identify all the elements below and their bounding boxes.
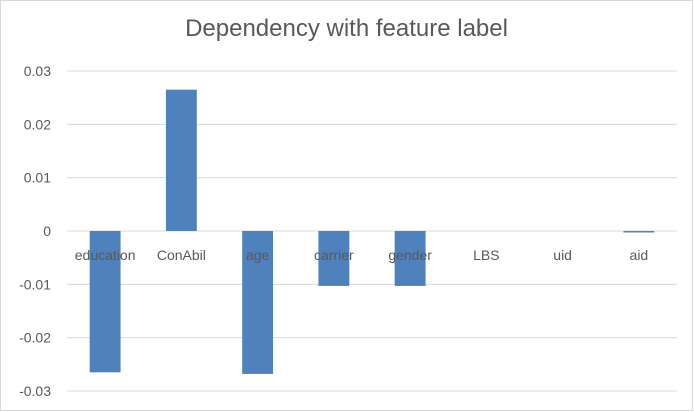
bar-education (89, 231, 121, 373)
x-tick-label: ConAbil (157, 247, 206, 263)
y-tick-label: 0 (43, 223, 51, 239)
bar-age (242, 231, 274, 374)
x-tick-label: age (246, 247, 270, 263)
x-tick-label: gender (388, 247, 432, 263)
bar-carrier (318, 231, 350, 286)
y-tick-label: -0.01 (19, 276, 51, 292)
bar-aid (623, 231, 655, 233)
x-tick-label: LBS (473, 247, 499, 263)
x-tick-label: uid (553, 247, 572, 263)
y-tick-label: 0.01 (24, 170, 51, 186)
chart-title: Dependency with feature label (185, 15, 508, 42)
y-tick-label: 0.02 (24, 116, 51, 132)
y-tick-label: -0.03 (19, 383, 51, 399)
y-tick-label: -0.02 (19, 330, 51, 346)
bar-conabil (165, 89, 197, 232)
x-tick-label: aid (630, 247, 649, 263)
y-tick-label: 0.03 (24, 63, 51, 79)
x-tick-label: carrier (314, 247, 354, 263)
x-tick-label: education (75, 247, 136, 263)
bar-gender (394, 231, 426, 286)
